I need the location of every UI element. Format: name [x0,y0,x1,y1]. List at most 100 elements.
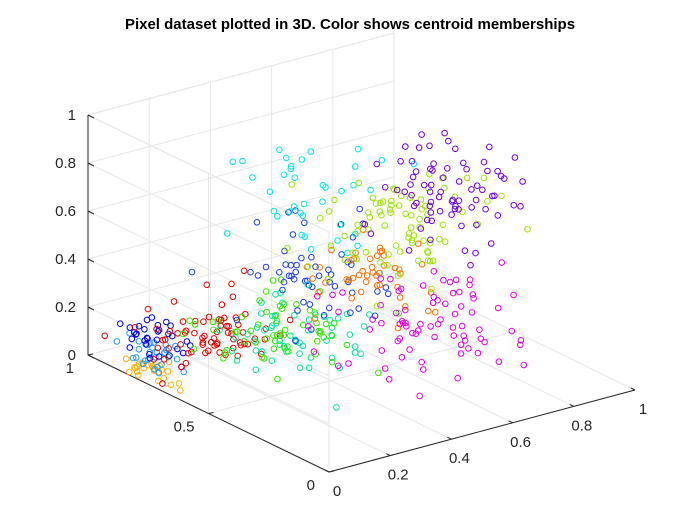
y-tick-label: 0.5 [174,419,195,436]
data-point [354,227,361,235]
data-point [274,375,281,383]
data-point [425,307,432,315]
data-point [150,356,158,363]
data-point [307,148,315,155]
data-point [338,251,345,258]
data-point [463,174,471,182]
data-point [409,239,416,247]
x-tick-mark [508,420,513,424]
data-point [346,331,354,338]
data-point [500,175,508,182]
data-point [285,272,293,280]
data-point [146,351,153,358]
data-point [281,326,289,334]
data-point [444,165,451,172]
data-point [185,349,192,357]
data-point [418,131,425,138]
data-point [427,239,434,247]
data-point [394,337,402,345]
z-tick-label: 0.2 [55,299,76,316]
data-point [510,291,517,299]
data-point [284,343,291,350]
data-point [294,307,301,314]
data-point [511,154,519,161]
data-point [274,213,281,220]
data-point [335,308,342,316]
data-point [382,284,390,291]
axis-panes [88,33,635,472]
data-point [228,330,235,337]
data-point [402,143,409,150]
data-point [396,294,404,301]
data-point [458,222,465,230]
data-point [300,298,307,306]
data-point [362,249,370,256]
data-point [466,276,474,284]
data-point [218,301,226,309]
data-point [252,347,260,354]
data-point [320,312,328,319]
data-point [301,219,308,227]
x-tick-label: 0.6 [510,434,531,451]
data-point [132,364,139,372]
data-point [165,345,172,352]
z-tick-mark [87,258,95,263]
data-point [428,285,435,293]
data-point [406,346,413,353]
data-point [519,178,526,185]
data-point [402,303,409,310]
data-point [401,188,409,196]
data-point [153,325,160,333]
data-point [207,338,215,346]
data-point [468,204,476,211]
data-point [292,337,299,345]
data-point [330,320,338,327]
data-point [369,316,376,323]
data-point [508,327,516,335]
data-point [213,341,221,348]
data-point [451,205,459,213]
data-point [122,355,130,363]
data-point [465,345,472,352]
data-point [241,340,248,348]
grid-line [87,128,395,212]
data-point [287,165,295,173]
data-point [101,332,108,340]
y-tick-label: 1 [66,360,74,377]
data-point [367,186,374,194]
data-point [307,354,315,361]
data-point [420,237,427,245]
data-point [416,392,423,400]
data-point [484,167,491,175]
data-point [396,248,404,255]
data-point [316,288,324,295]
data-point [298,254,305,262]
data-point [418,261,426,268]
data-point [284,348,292,355]
data-point [280,300,288,308]
data-point [284,244,291,252]
data-point [357,288,365,296]
data-point [199,334,206,342]
data-point [352,163,359,170]
data-point [220,355,227,362]
data-point [269,312,276,320]
x-tick-mark [385,453,391,457]
data-point [234,328,241,335]
data-point [161,349,168,357]
data-point [279,286,286,294]
data-point [221,314,228,322]
data-points [101,129,531,411]
data-point [435,193,443,201]
data-point [473,182,481,189]
data-point [253,324,261,331]
data-point [331,196,338,204]
data-point [224,230,231,237]
data-point [116,320,124,328]
data-point [324,275,332,283]
data-point [304,323,312,330]
data-point [249,174,256,181]
data-point [353,255,361,263]
data-point [146,354,154,362]
